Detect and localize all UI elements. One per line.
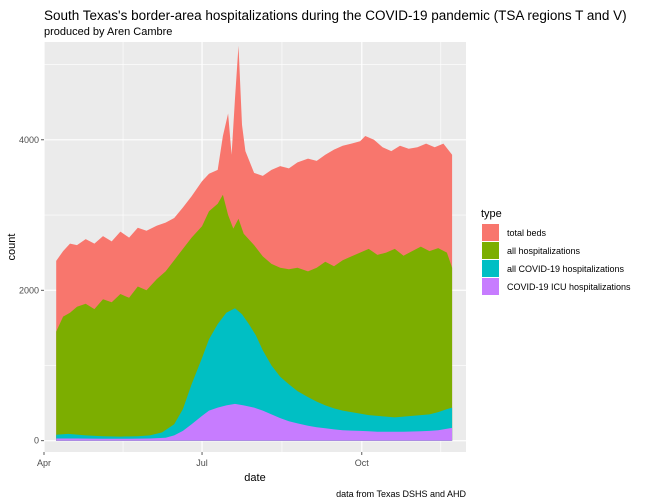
legend-label: total beds (507, 228, 547, 238)
y-tick-label: 2000 (19, 285, 39, 295)
chart-caption: data from Texas DSHS and AHD (336, 489, 466, 499)
legend: type total beds all hospitalizations all C… (481, 208, 631, 295)
x-tick-label: Apr (37, 458, 51, 468)
legend-label: COVID-19 ICU hospitalizations (507, 282, 631, 292)
series-area-1 (56, 194, 453, 441)
x-axis-title: date (244, 472, 265, 484)
legend-label: all hospitalizations (507, 246, 581, 256)
y-tick-label: 4000 (19, 135, 39, 145)
y-axis: 0 2000 4000 (19, 135, 44, 446)
legend-swatch (482, 224, 499, 241)
legend-title: type (481, 208, 502, 220)
y-tick-label: 0 (34, 436, 39, 446)
chart-title: South Texas's border-area hospitalizatio… (44, 8, 627, 23)
x-tick-label: Jul (196, 458, 208, 468)
chart-subtitle: produced by Aren Cambre (44, 26, 172, 38)
x-axis: Apr Jul Oct (37, 452, 369, 468)
legend-swatch (482, 242, 499, 259)
x-tick-label: Oct (355, 458, 370, 468)
legend-swatch (482, 260, 499, 277)
series-layer (56, 45, 453, 441)
legend-label: all COVID-19 hospitalizations (507, 264, 625, 274)
y-axis-title: count (6, 234, 18, 261)
series-area-3 (56, 403, 453, 441)
legend-swatch (482, 278, 499, 295)
series-area-2 (56, 308, 453, 441)
